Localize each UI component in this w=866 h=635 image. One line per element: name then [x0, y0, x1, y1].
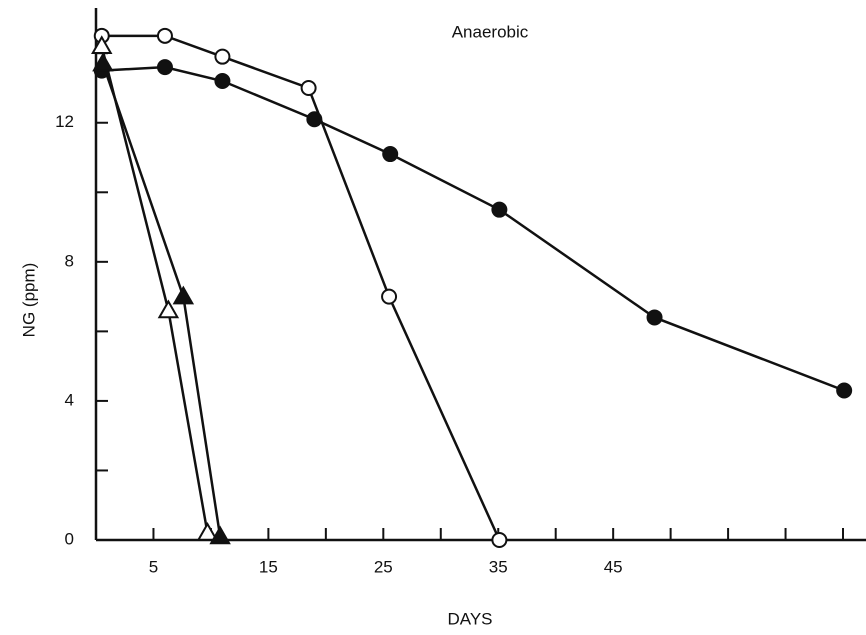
- x-tick-label: 35: [489, 557, 508, 576]
- point: [382, 146, 399, 163]
- point: [172, 285, 195, 305]
- series-line: [101, 34, 501, 541]
- x-tick-label: 5: [149, 557, 158, 576]
- x-tick-label: 25: [374, 557, 393, 576]
- x-axis-label: DAYS: [447, 609, 492, 628]
- point: [491, 201, 508, 218]
- y-axis-label: NG (ppm): [19, 263, 38, 338]
- point: [156, 27, 173, 44]
- point: [157, 299, 180, 319]
- y-tick-label: 12: [55, 112, 74, 131]
- point: [92, 52, 114, 72]
- chart-title: Anaerobic: [452, 22, 529, 41]
- series-line: [100, 45, 209, 534]
- point: [381, 288, 398, 305]
- point: [196, 522, 219, 541]
- point: [209, 525, 231, 545]
- series-line: [101, 65, 845, 392]
- point: [156, 59, 173, 76]
- point: [646, 309, 663, 326]
- point: [91, 35, 113, 54]
- y-tick-label: 0: [65, 529, 74, 548]
- y-tick-label: 8: [65, 251, 74, 270]
- series-line: [101, 63, 222, 537]
- point: [491, 532, 508, 548]
- point: [836, 382, 853, 399]
- point: [214, 48, 231, 65]
- point: [214, 73, 231, 90]
- x-tick-label: 45: [604, 557, 623, 576]
- y-tick-label: 4: [65, 390, 74, 409]
- x-tick-label: 15: [259, 557, 278, 576]
- point: [306, 111, 323, 128]
- point: [300, 79, 317, 96]
